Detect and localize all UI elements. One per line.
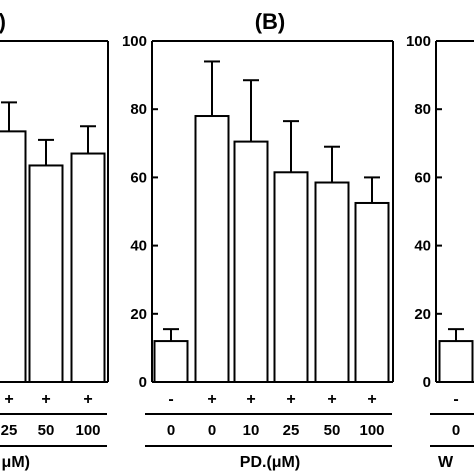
panel-b-category-label: 50 — [324, 422, 341, 439]
panel-c-y-tick-label: 0 — [423, 374, 431, 391]
panel-a-category-label: 100 — [75, 422, 100, 439]
panel-c-y-tick-label: 100 — [406, 33, 431, 50]
panel-b-treatment-sign: + — [286, 391, 295, 408]
panel-a-x-axis-title: μM) — [2, 454, 30, 471]
panel-b-category-label: 100 — [359, 422, 384, 439]
panel-b-category-label: 10 — [243, 422, 260, 439]
panel-b-treatment-sign: + — [246, 391, 255, 408]
panel-b-label: (B) — [255, 9, 286, 34]
panel-b-chart: (B) 0 20 40 60 80 100 - + + + + +0 0 10 25 50 100 PD.(μM) — [122, 9, 394, 471]
panel-a-bar — [70, 152, 106, 383]
panel-a-treatment-sign: + — [83, 391, 92, 408]
panel-b-treatment-sign: + — [207, 391, 216, 408]
panel-a-partial: (A) + + +25 50 100 μM) — [0, 9, 109, 471]
panel-b-y-tick-label: 80 — [130, 101, 147, 118]
panel-b-category-label: 0 — [167, 422, 175, 439]
panel-c-bar — [438, 340, 474, 383]
panel-b-y-tick-label: 100 — [122, 33, 147, 50]
panel-a-treatment-sign: + — [41, 391, 50, 408]
panel-a-bar — [28, 164, 64, 383]
panel-c-x-axis-title: W — [438, 454, 454, 471]
panel-b-treatment-sign: + — [367, 391, 376, 408]
panel-c-y-tick-label: 80 — [414, 101, 431, 118]
panel-a-category-label: 25 — [1, 422, 18, 439]
panel-c-y-tick-label: 20 — [414, 306, 431, 323]
panel-b-y-tick-label: 20 — [130, 306, 147, 323]
panel-b-bar — [194, 115, 230, 384]
panel-b-x-axis-title: PD.(μM) — [240, 454, 300, 471]
panel-b-bar — [314, 181, 350, 383]
panel-b-y-tick-label: 60 — [130, 169, 147, 186]
panel-c-partial: 0 20 40 60 80 100 - 0 W — [406, 33, 474, 471]
panel-b-bar — [153, 340, 189, 383]
panel-c-y-tick-label: 40 — [414, 238, 431, 255]
panel-c-treatment-sign: - — [453, 391, 458, 408]
panel-a-label: (A) — [0, 9, 6, 34]
panel-b-bar — [354, 201, 390, 383]
panel-b-y-tick-label: 40 — [130, 238, 147, 255]
panel-b-treatment-sign: - — [168, 391, 173, 408]
panel-c-y-tick-label: 60 — [414, 169, 431, 186]
panel-b-category-label: 0 — [208, 422, 216, 439]
panel-b-bar — [233, 140, 269, 383]
panel-b-bar — [273, 171, 309, 383]
panel-b-y-tick-label: 0 — [139, 374, 147, 391]
panel-a-category-label: 50 — [38, 422, 55, 439]
panel-b-category-label: 25 — [283, 422, 300, 439]
panel-a-bar — [0, 130, 27, 383]
panel-a-treatment-sign: + — [4, 391, 13, 408]
panel-c-category-label: 0 — [452, 422, 460, 439]
panel-b-treatment-sign: + — [327, 391, 336, 408]
